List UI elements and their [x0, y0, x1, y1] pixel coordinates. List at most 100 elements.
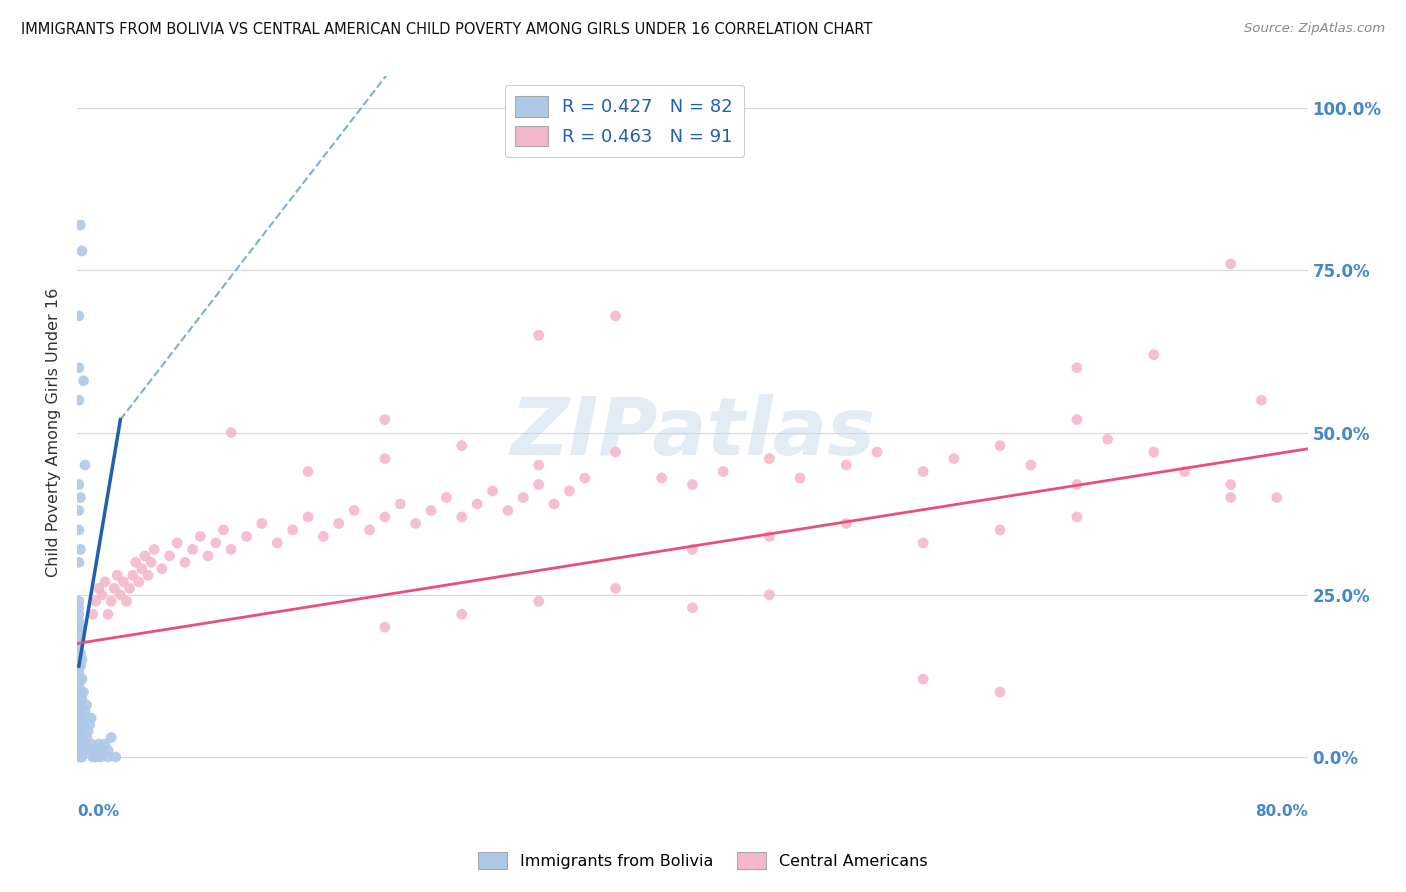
Point: [143, 542, 166, 557]
Point: [67, 620, 90, 634]
Point: [94, 737, 117, 751]
Point: [128, 574, 150, 589]
Point: [69, 724, 91, 739]
Point: [204, 536, 226, 550]
Point: [605, 309, 627, 323]
Point: [197, 549, 219, 563]
Point: [835, 458, 858, 472]
Point: [1265, 491, 1288, 505]
Point: [72, 717, 94, 731]
Point: [67, 607, 90, 622]
Point: [297, 465, 319, 479]
Point: [73, 737, 96, 751]
Point: [69, 711, 91, 725]
Point: [374, 412, 396, 426]
Point: [69, 633, 91, 648]
Point: [374, 510, 396, 524]
Point: [67, 477, 90, 491]
Point: [82, 607, 104, 622]
Point: [1097, 432, 1119, 446]
Point: [90, 743, 114, 757]
Point: [69, 491, 91, 505]
Point: [67, 717, 90, 731]
Point: [866, 445, 889, 459]
Point: [359, 523, 381, 537]
Point: [682, 542, 704, 557]
Point: [543, 497, 565, 511]
Point: [67, 646, 90, 660]
Point: [235, 529, 257, 543]
Point: [1066, 412, 1088, 426]
Point: [219, 542, 242, 557]
Point: [84, 594, 107, 608]
Point: [266, 536, 288, 550]
Point: [328, 516, 350, 531]
Point: [1219, 491, 1241, 505]
Point: [86, 743, 108, 757]
Point: [281, 523, 304, 537]
Point: [70, 731, 93, 745]
Point: [527, 594, 550, 608]
Point: [527, 328, 550, 343]
Point: [527, 477, 550, 491]
Point: [70, 244, 93, 258]
Point: [67, 555, 90, 569]
Point: [1066, 510, 1088, 524]
Point: [67, 750, 90, 764]
Text: 80.0%: 80.0%: [1254, 805, 1308, 819]
Point: [69, 685, 91, 699]
Point: [67, 705, 90, 719]
Point: [450, 510, 472, 524]
Point: [250, 516, 273, 531]
Point: [420, 503, 443, 517]
Point: [912, 536, 935, 550]
Point: [835, 516, 858, 531]
Point: [69, 672, 91, 686]
Point: [69, 659, 91, 673]
Point: [67, 309, 90, 323]
Point: [70, 711, 93, 725]
Point: [70, 691, 93, 706]
Legend: R = 0.427   N = 82, R = 0.463   N = 91: R = 0.427 N = 82, R = 0.463 N = 91: [505, 85, 744, 157]
Point: [94, 574, 117, 589]
Point: [69, 737, 91, 751]
Point: [97, 743, 120, 757]
Point: [134, 549, 156, 563]
Point: [988, 439, 1011, 453]
Point: [67, 594, 90, 608]
Point: [67, 685, 90, 699]
Point: [80, 711, 103, 725]
Point: [159, 549, 181, 563]
Point: [1066, 360, 1088, 375]
Point: [72, 374, 94, 388]
Point: [574, 471, 596, 485]
Point: [79, 743, 101, 757]
Point: [67, 691, 90, 706]
Point: [80, 737, 103, 751]
Point: [76, 731, 98, 745]
Point: [69, 750, 91, 764]
Y-axis label: Child Poverty Among Girls Under 16: Child Poverty Among Girls Under 16: [46, 288, 62, 577]
Point: [67, 503, 90, 517]
Point: [90, 588, 114, 602]
Point: [103, 582, 125, 596]
Point: [73, 458, 96, 472]
Point: [1250, 393, 1272, 408]
Point: [67, 665, 90, 680]
Point: [69, 542, 91, 557]
Point: [67, 672, 90, 686]
Point: [69, 698, 91, 712]
Point: [912, 672, 935, 686]
Point: [389, 497, 412, 511]
Point: [1066, 477, 1088, 491]
Point: [67, 731, 90, 745]
Point: [105, 568, 128, 582]
Point: [174, 555, 197, 569]
Point: [682, 600, 704, 615]
Text: Source: ZipAtlas.com: Source: ZipAtlas.com: [1244, 22, 1385, 36]
Point: [67, 393, 90, 408]
Point: [67, 626, 90, 640]
Point: [988, 523, 1011, 537]
Point: [67, 600, 90, 615]
Point: [115, 594, 138, 608]
